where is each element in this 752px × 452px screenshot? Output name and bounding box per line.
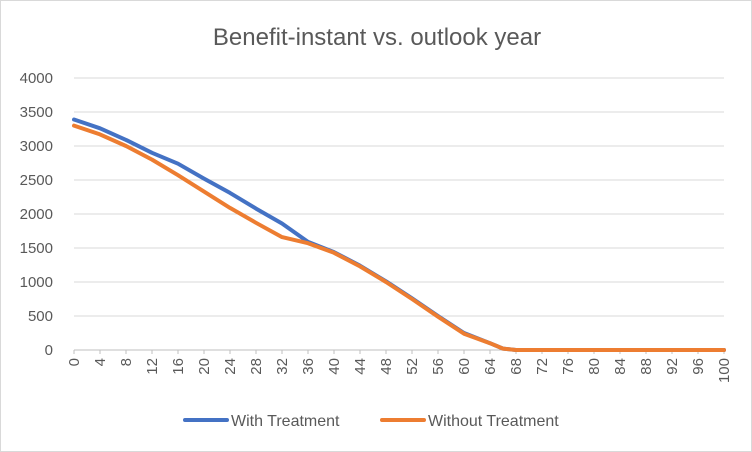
y-tick-label: 2000 xyxy=(20,206,53,223)
x-axis-tick-labels: 0 4 8 12 16 20 24 28 32 36 40 44 48 52 56 60 64 68 72 76 80 8… xyxy=(66,350,733,383)
x-tick-label: 68 xyxy=(508,358,525,375)
y-axis-tick-labels: 0 500 1000 1500 2000 2500 3000 3500 4000 xyxy=(20,70,53,359)
series-lines xyxy=(72,117,726,352)
x-tick-label: 28 xyxy=(248,358,265,375)
y-tick-label: 500 xyxy=(28,308,53,325)
x-tick-label: 4 xyxy=(92,358,109,366)
x-tick-label: 76 xyxy=(560,358,577,375)
x-tick-label: 48 xyxy=(378,358,395,375)
x-tick-label: 64 xyxy=(482,358,499,375)
x-tick-label: 44 xyxy=(352,358,369,375)
x-tick-label: 60 xyxy=(456,358,473,375)
x-tick-label: 24 xyxy=(222,358,239,375)
x-tick-label: 84 xyxy=(612,358,629,375)
legend-label-with-treatment: With Treatment xyxy=(231,413,340,430)
series-line-with-treatment xyxy=(72,117,726,352)
x-tick-label: 52 xyxy=(404,358,421,375)
x-tick-label: 56 xyxy=(430,358,447,375)
x-tick-label: 12 xyxy=(144,358,161,375)
x-tick-label: 40 xyxy=(326,358,343,375)
x-tick-label: 20 xyxy=(196,358,213,375)
series-line-without-treatment xyxy=(72,123,726,352)
x-tick-label: 100 xyxy=(716,358,733,383)
y-tick-label: 4000 xyxy=(20,70,53,87)
y-tick-label: 3000 xyxy=(20,138,53,155)
legend: With Treatment Without Treatment xyxy=(183,413,559,430)
chart-title: Benefit-instant vs. outlook year xyxy=(213,24,541,51)
x-tick-label: 0 xyxy=(66,358,83,366)
x-tick-label: 88 xyxy=(638,358,655,375)
x-tick-label: 32 xyxy=(274,358,291,375)
x-tick-label: 96 xyxy=(690,358,707,375)
y-tick-label: 1500 xyxy=(20,240,53,257)
gridlines xyxy=(74,77,724,351)
y-tick-label: 0 xyxy=(45,342,53,359)
x-tick-label: 8 xyxy=(118,358,135,366)
y-tick-label: 3500 xyxy=(20,104,53,121)
x-tick-label: 80 xyxy=(586,358,603,375)
x-tick-label: 92 xyxy=(664,358,681,375)
legend-label-without-treatment: Without Treatment xyxy=(428,413,559,430)
y-tick-label: 2500 xyxy=(20,172,53,189)
x-tick-label: 72 xyxy=(534,358,551,375)
x-tick-label: 36 xyxy=(300,358,317,375)
x-tick-label: 16 xyxy=(170,358,187,375)
y-tick-label: 1000 xyxy=(20,274,53,291)
